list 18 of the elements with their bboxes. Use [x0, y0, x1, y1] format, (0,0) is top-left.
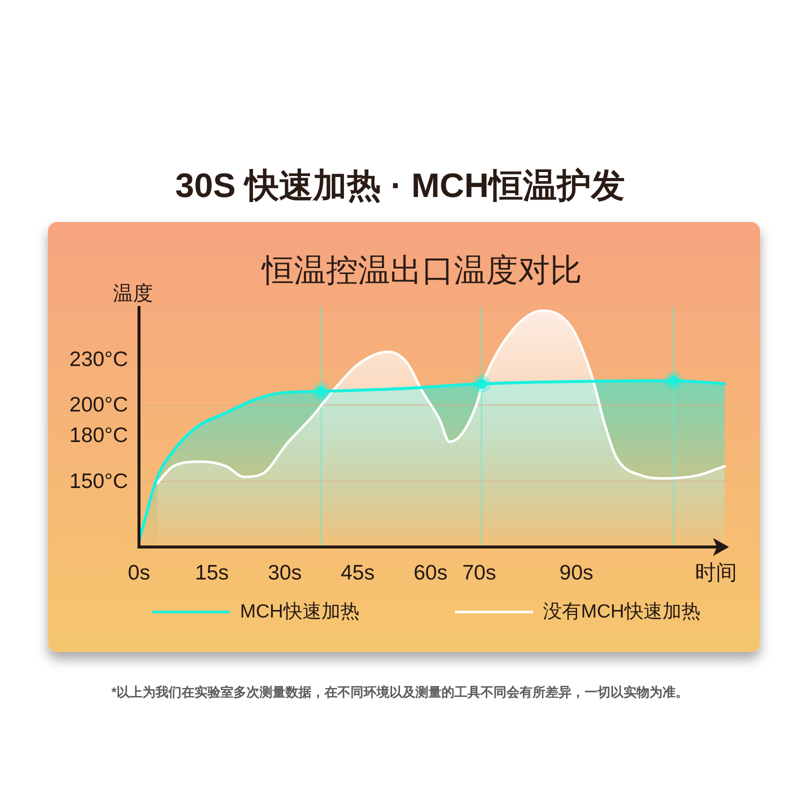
y-tick: 150°C — [69, 470, 128, 493]
x-label: 时间 — [695, 562, 737, 584]
legend-label: MCH快速加热 — [240, 602, 360, 622]
x-tick: 15s — [194, 562, 229, 584]
y-label: 温度 — [113, 283, 153, 305]
x-tick: 30s — [268, 562, 302, 584]
y-tick: 230°C — [69, 348, 128, 371]
legend-label: 没有MCH快速加热 — [543, 602, 700, 622]
title: 30S 快速加热 · MCH恒温护发 — [175, 167, 625, 205]
x-tick: 0s — [128, 562, 150, 584]
note: *以上为我们在实验室多次测量数据，在不同环境以及测量的工具不同会有所差异，一切以实物为准。 — [111, 684, 689, 700]
x-tick: 60s — [414, 562, 448, 584]
x-tick: 90s — [559, 562, 594, 584]
chart-title: 恒温控温出口温度对比 — [262, 252, 582, 288]
y-tick: 180°C — [69, 424, 128, 448]
x-tick: 70s — [462, 562, 496, 584]
y-tick: 200°C — [69, 394, 128, 417]
x-tick: 45s — [340, 562, 375, 584]
